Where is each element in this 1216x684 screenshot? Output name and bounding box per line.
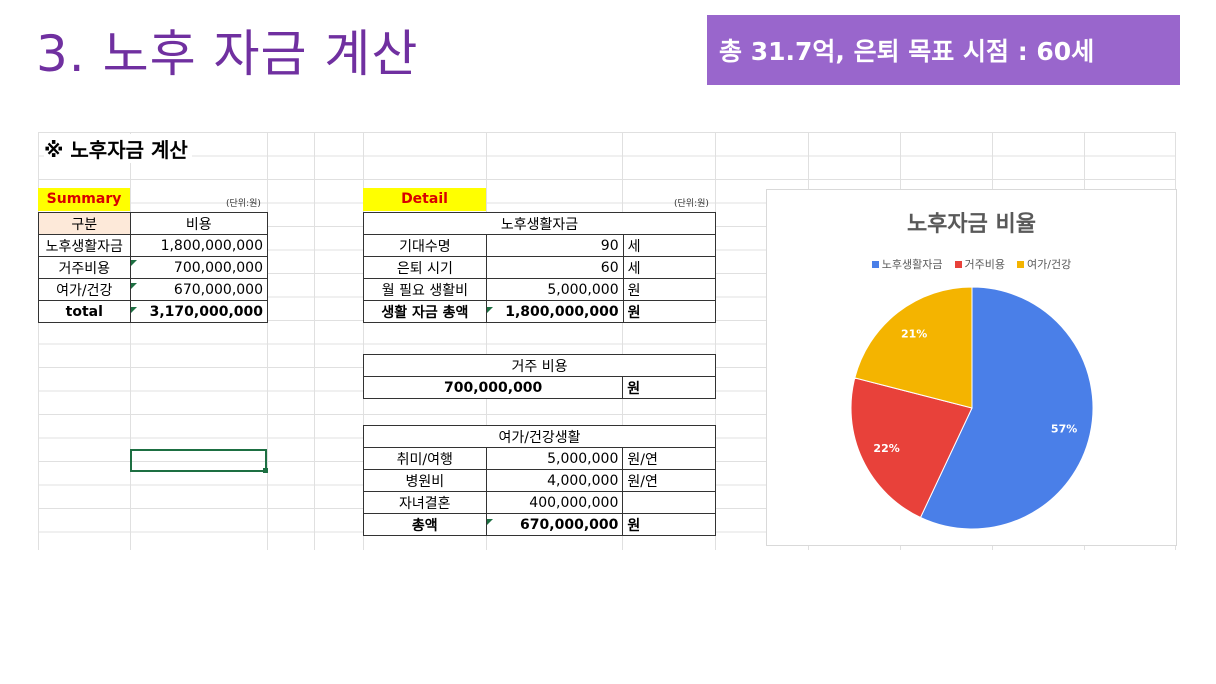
legend-item: 거주비용 (954, 256, 1006, 272)
detail-row-value[interactable]: 5,000,000 (485, 278, 624, 301)
legend-label: 노후생활자금 (881, 258, 943, 271)
legend-item: 여가/건강 (1017, 256, 1071, 272)
summary-total-value[interactable]: 3,170,000,000 (129, 300, 269, 323)
summary-row-value[interactable]: 700,000,000 (129, 256, 269, 279)
pie-slice[interactable] (854, 286, 973, 409)
table-row: 노후생활자금 1,800,000,000 (38, 234, 269, 257)
table-row: 생활 자금 총액 1,800,000,000 원 (363, 300, 717, 323)
legend-label: 여가/건강 (1027, 258, 1072, 271)
detail-row-name[interactable]: 기대수명 (363, 234, 487, 257)
pie-slice[interactable] (850, 377, 973, 519)
goal-banner: 총 31.7억, 은퇴 목표 시점 : 60세 (707, 15, 1180, 85)
housing-cost-title-row: 거주 비용 (363, 354, 716, 377)
summary-header-cost[interactable]: 비용 (129, 212, 269, 235)
summary-table: 구분 비용 노후생활자금 1,800,000,000 거주비용 700,000,… (38, 212, 269, 323)
housing-cost-title[interactable]: 거주 비용 (363, 354, 716, 377)
selected-cell[interactable] (130, 449, 268, 473)
table-row: 여가/건강 670,000,000 (38, 278, 269, 301)
detail-row-name[interactable]: 취미/여행 (363, 447, 487, 470)
detail-row-unit[interactable]: 원/연 (622, 447, 716, 470)
summary-row-value[interactable]: 670,000,000 (129, 278, 269, 301)
legend-swatch (871, 260, 879, 268)
detail-row-value[interactable]: 400,000,000 (485, 491, 624, 514)
summary-total-row: total 3,170,000,000 (38, 300, 269, 323)
legend-item: 노후생활자금 (871, 256, 943, 272)
detail-row-value[interactable]: 60 (485, 256, 624, 279)
summary-header-category[interactable]: 구분 (38, 212, 131, 235)
summary-total-name[interactable]: total (38, 300, 131, 323)
detail-row-unit[interactable]: 원 (622, 513, 716, 536)
summary-row-name[interactable]: 노후생활자금 (38, 234, 131, 257)
legend-swatch (954, 260, 962, 268)
cell-note-marker (131, 307, 137, 313)
slide-title: 3. 노후 자금 계산 (36, 25, 419, 83)
table-row: 총액 670,000,000 원 (363, 513, 716, 536)
detail-row-name[interactable]: 월 필요 생활비 (363, 278, 487, 301)
detail-row-unit[interactable]: 원/연 (622, 469, 716, 492)
table-row: 자녀결혼 400,000,000 (363, 491, 716, 514)
summary-row-value[interactable]: 1,800,000,000 (129, 234, 269, 257)
cell-note-marker (487, 307, 493, 313)
chart-legend: 노후생활자금 거주비용 여가/건강 (767, 256, 1176, 272)
table-row: 취미/여행 5,000,000 원/연 (363, 447, 716, 470)
living-cost-table: 노후생활자금 기대수명 90 세 은퇴 시기 60 세 월 필요 생활비 5,0… (363, 212, 717, 323)
detail-row-name[interactable]: 은퇴 시기 (363, 256, 487, 279)
pie-svg: 57% 22% 21% (850, 286, 1094, 530)
detail-row-name[interactable]: 총액 (363, 513, 487, 536)
detail-row-unit[interactable]: 원 (622, 278, 717, 301)
cell-note-marker (131, 283, 137, 289)
summary-row-name[interactable]: 여가/건강 (38, 278, 131, 301)
table-row: 거주비용 700,000,000 (38, 256, 269, 279)
leisure-title-row: 여가/건강생활 (363, 425, 716, 448)
leisure-health-table: 여가/건강생활 취미/여행 5,000,000 원/연 병원비 4,000,00… (363, 425, 716, 536)
fill-handle[interactable] (263, 468, 268, 473)
living-cost-title-row: 노후생활자금 (363, 212, 716, 235)
pie-data-label: 21% (901, 327, 927, 340)
detail-row-value[interactable]: 4,000,000 (485, 469, 624, 492)
legend-swatch (1017, 260, 1025, 268)
housing-cost-table: 거주 비용 700,000,000 원 (362, 354, 716, 399)
summary-row-name[interactable]: 거주비용 (38, 256, 131, 279)
housing-cost-unit[interactable]: 원 (622, 376, 716, 399)
table-row: 월 필요 생활비 5,000,000 원 (363, 278, 717, 301)
detail-row-name[interactable]: 병원비 (363, 469, 487, 492)
living-cost-title[interactable]: 노후생활자금 (363, 212, 716, 235)
table-row: 병원비 4,000,000 원/연 (363, 469, 716, 492)
table-row: 은퇴 시기 60 세 (363, 256, 717, 279)
leisure-title[interactable]: 여가/건강생활 (363, 425, 716, 448)
cell-note-marker (131, 260, 137, 266)
detail-row-value[interactable]: 90 (485, 234, 624, 257)
pie-chart[interactable]: 노후자금 비율 노후생활자금 거주비용 여가/건강 57% 22% 21% (766, 189, 1177, 546)
pie-data-label: 57% (1051, 423, 1077, 436)
detail-row-value[interactable]: 5,000,000 (485, 447, 624, 470)
summary-label: Summary (38, 188, 130, 211)
housing-cost-value[interactable]: 700,000,000 (362, 376, 624, 399)
detail-row-value[interactable]: 670,000,000 (485, 513, 624, 536)
detail-unit-note: (단위:원) (674, 199, 709, 209)
pie-slice[interactable] (919, 286, 1094, 530)
detail-row-unit[interactable]: 세 (622, 234, 717, 257)
detail-row-unit[interactable]: 세 (622, 256, 717, 279)
legend-label: 거주비용 (964, 258, 1006, 271)
chart-title: 노후자금 비율 (906, 212, 1037, 237)
detail-row-value[interactable]: 1,800,000,000 (485, 300, 624, 323)
summary-header-row: 구분 비용 (38, 212, 269, 235)
detail-label: Detail (363, 188, 486, 211)
cell-note-marker (487, 519, 493, 525)
pie-data-label: 22% (873, 442, 899, 455)
summary-unit-note: (단위:원) (226, 199, 261, 209)
table-row: 기대수명 90 세 (363, 234, 717, 257)
sheet-heading: ※ 노후자금 계산 (44, 134, 192, 163)
detail-row-name[interactable]: 자녀결혼 (363, 491, 487, 514)
table-row: 700,000,000 원 (362, 376, 716, 399)
detail-row-unit[interactable]: 원 (622, 300, 717, 323)
detail-row-name[interactable]: 생활 자금 총액 (363, 300, 487, 323)
detail-row-unit[interactable] (622, 491, 716, 514)
